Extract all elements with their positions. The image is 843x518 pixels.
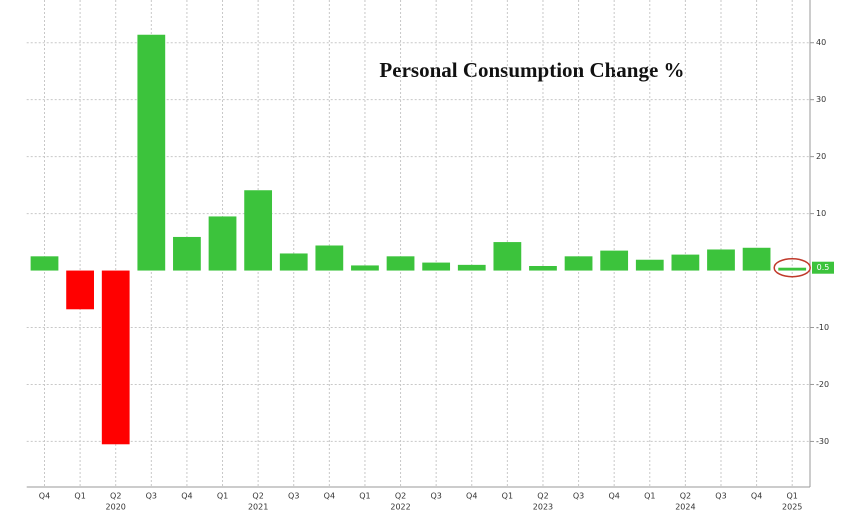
bar [493, 242, 522, 271]
x-tick-label: Q4 [181, 492, 192, 501]
bar [315, 245, 344, 271]
bar [173, 236, 201, 271]
x-tick-label: Q3 [288, 492, 299, 501]
chart-title: Personal Consumption Change % [379, 58, 684, 82]
x-tick-label: Q4 [39, 492, 50, 501]
bar [66, 270, 94, 310]
last-value-label: 0.5 [817, 263, 830, 272]
y-tick-label: 10 [816, 209, 826, 218]
x-tick-label: Q3 [430, 492, 441, 501]
bar [635, 259, 664, 271]
bar [30, 256, 59, 271]
bar [101, 270, 130, 445]
bar [457, 264, 486, 271]
bar [707, 249, 735, 271]
year-label: 2023 [533, 503, 553, 512]
bar [244, 190, 273, 271]
y-tick-label: -30 [816, 437, 829, 446]
bar [351, 265, 379, 271]
bar [386, 256, 415, 271]
highlight-circle [773, 257, 811, 278]
x-tick-label: Q2 [680, 492, 691, 501]
x-tick-label: Q4 [751, 492, 762, 501]
x-tick-label: Q2 [537, 492, 548, 501]
y-tick-label: -20 [816, 380, 829, 389]
year-label: 2022 [390, 503, 410, 512]
x-tick-label: Q3 [573, 492, 584, 501]
x-tick-label: Q2 [110, 492, 121, 501]
x-tick-label: Q1 [359, 492, 370, 501]
y-tick-label: 20 [816, 152, 826, 161]
x-tick-label: Q4 [608, 492, 619, 501]
x-tick-label: Q1 [217, 492, 228, 501]
year-label: 2021 [248, 503, 268, 512]
bar [529, 265, 557, 271]
x-tick-label: Q2 [395, 492, 406, 501]
year-label: 2024 [675, 503, 695, 512]
y-tick-label: 30 [816, 95, 826, 104]
x-tick-label: Q3 [146, 492, 157, 501]
bar [137, 34, 166, 271]
year-label: 2025 [782, 503, 802, 512]
bar [279, 253, 308, 271]
bar [600, 250, 629, 271]
bar [564, 256, 593, 271]
y-tick-label: 40 [816, 38, 826, 47]
x-tick-label: Q2 [252, 492, 263, 501]
bar [778, 267, 807, 271]
x-tick-label: Q1 [74, 492, 85, 501]
x-tick-label: Q4 [324, 492, 335, 501]
year-label: 2020 [106, 503, 126, 512]
bar [671, 254, 700, 271]
x-tick-label: Q1 [644, 492, 655, 501]
x-tick-label: Q3 [715, 492, 726, 501]
x-tick-label: Q4 [466, 492, 477, 501]
last-value-box [812, 261, 834, 274]
y-tick-label: -10 [816, 323, 829, 332]
bar [208, 216, 237, 271]
bar [742, 247, 771, 271]
bar [422, 262, 451, 271]
x-tick-label: Q1 [502, 492, 513, 501]
x-tick-label: Q1 [787, 492, 798, 501]
